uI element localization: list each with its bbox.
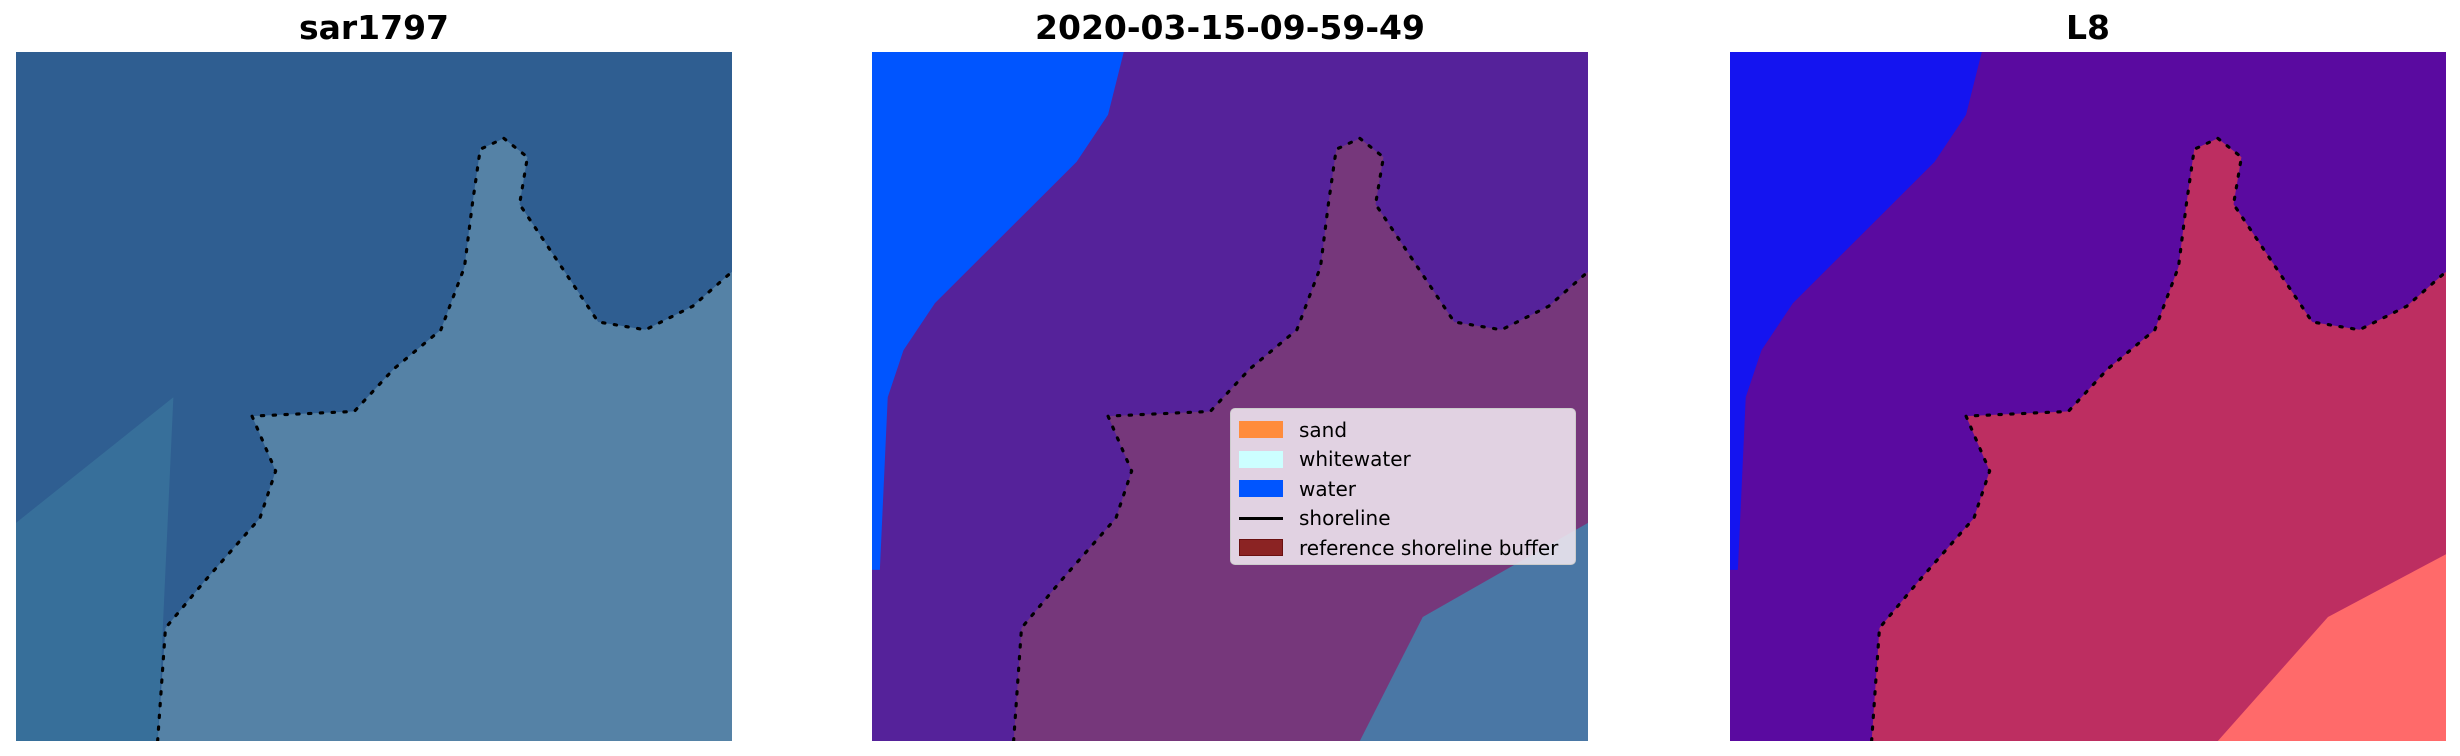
classification-image-panel bbox=[872, 52, 1588, 741]
land-region bbox=[1871, 138, 2446, 741]
shallow-water bbox=[16, 397, 174, 741]
legend-label: water bbox=[1299, 476, 1356, 501]
legend-item-whitewater: whitewater bbox=[1239, 445, 1567, 475]
legend-item-buffer: reference shoreline buffer bbox=[1239, 533, 1567, 563]
panel-title-sar: sar1797 bbox=[298, 8, 450, 47]
legend: sand whitewater water shoreline referenc… bbox=[1230, 408, 1576, 565]
water-class-region bbox=[1730, 52, 1982, 570]
legend-label: reference shoreline buffer bbox=[1299, 535, 1559, 560]
sar-image-panel bbox=[16, 52, 732, 741]
panel-title-date: 2020-03-15-09-59-49 bbox=[1035, 8, 1425, 47]
legend-item-water: water bbox=[1239, 474, 1567, 504]
shoreline-dotted bbox=[156, 136, 732, 741]
buffer-swatch bbox=[1239, 539, 1283, 557]
shoreline-line-swatch bbox=[1239, 516, 1283, 520]
water-class-region bbox=[872, 52, 1124, 570]
l8-image-panel bbox=[1730, 52, 2446, 741]
water-swatch bbox=[1239, 480, 1283, 498]
legend-item-sand: sand bbox=[1239, 415, 1567, 445]
legend-label: whitewater bbox=[1299, 447, 1411, 472]
shoreline-dotted bbox=[1012, 136, 1588, 741]
sand-swatch bbox=[1239, 421, 1283, 439]
land-region bbox=[157, 138, 732, 741]
panel-title-l8: L8 bbox=[2066, 8, 2110, 47]
shoreline-dotted bbox=[1870, 136, 2446, 741]
bright-region bbox=[2217, 554, 2446, 741]
legend-label: shoreline bbox=[1299, 506, 1391, 531]
unclassified-region bbox=[1359, 522, 1588, 741]
legend-label: sand bbox=[1299, 417, 1348, 442]
whitewater-swatch bbox=[1239, 450, 1283, 468]
legend-item-shoreline: shoreline bbox=[1239, 504, 1567, 534]
